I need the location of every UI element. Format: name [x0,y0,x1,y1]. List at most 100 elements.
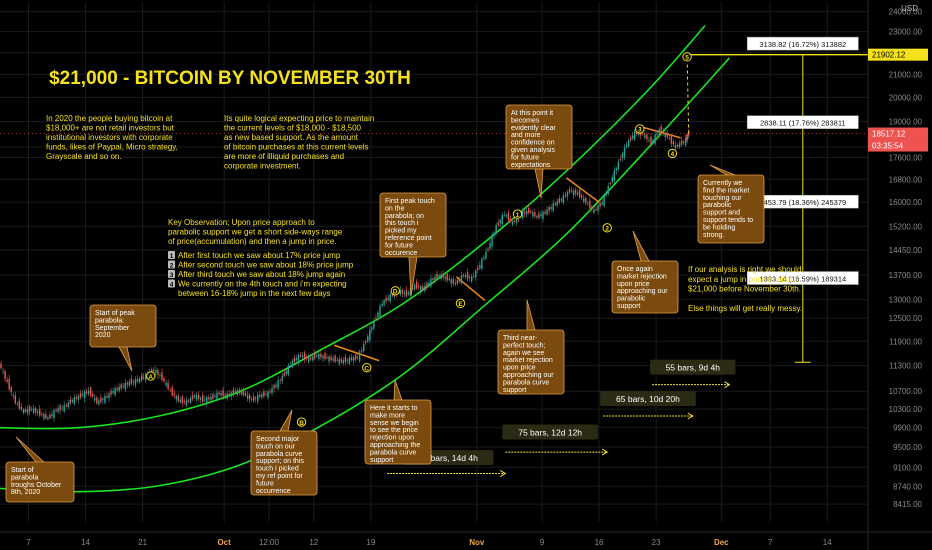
candle-body [629,137,632,141]
y-tick-label: 9900.00 [893,424,922,433]
measure-label: 1893.14 (16.59%) 189314 [759,275,846,284]
candle-body [220,393,222,396]
y-tick-label: 8415.00 [893,500,922,509]
candle-body [248,394,251,400]
annotation-text: for future [385,242,413,249]
y-tick-label: 21000.00 [889,70,923,79]
candle-body [556,201,558,206]
bar-range-label: 75 bars, 12d 12h [518,427,582,437]
annotation-text: evidently clear [511,125,556,132]
annotation-text: parabola curve [503,379,549,386]
candle-body [403,292,406,295]
candle-body [405,289,408,297]
price-axis[interactable]: 24000.0023000.0022000.0021000.0020000.00… [867,0,928,550]
annotation-pointer [15,436,45,463]
candle-body [30,409,33,410]
candle-body [43,414,45,419]
measure-label-bg[interactable] [746,115,859,129]
bar-range-label-bg [600,391,696,407]
candle-body [108,393,110,399]
candle-body [267,391,269,398]
annotation-text: my ref point for [256,473,303,480]
candle-body [289,365,292,367]
note-key-list-item: After first touch we saw about 17% price… [178,251,341,260]
candle-body [418,286,420,288]
x-tick-label: 14 [81,538,90,547]
x-tick-label: 16 [595,538,604,547]
candle-body [387,297,389,300]
y-tick-label: 11300.00 [889,362,922,371]
target-price-tag-bg[interactable] [868,48,928,61]
candle-body [668,138,671,139]
channel-upper-line [0,25,706,430]
candle-body [578,189,581,198]
y-tick-label: 9100.00 [893,463,922,472]
candle-body [462,275,465,277]
note-intro-right: as new based support. As the amount [224,133,359,142]
touch-point-label: A [148,374,153,381]
parabolic-channel [0,25,731,493]
candle-body [678,143,681,148]
annotation-text: becomes [511,117,540,124]
candle-body [432,278,434,280]
annotation-text: be holding [703,224,735,231]
y-tick-label: 23000.00 [889,28,923,37]
annotation-text: parabolic [703,202,732,209]
bar-range-label: 85 bars, 14d 4h [419,453,478,463]
candle-body [193,395,196,398]
candle-body [682,141,685,143]
currency-label[interactable]: USD [901,4,918,13]
touch-point-label: E [458,301,463,308]
candle-body [367,336,369,342]
candle-body [566,191,569,197]
annotation-text: Once again [617,266,653,273]
note-number-badge [168,260,175,269]
note-number: 4 [170,282,174,289]
annotation-text: 8th, 2020 [11,489,40,496]
candle-body [558,198,561,203]
last-price-tag-bg[interactable] [868,127,928,140]
candle-body [583,198,585,202]
measure-label-bg[interactable] [746,36,859,51]
candle-body [475,270,477,277]
candle-body [173,393,175,396]
candle-body [124,382,127,390]
touch-point-marker [682,52,692,62]
y-tick-label: 13000.00 [889,296,923,305]
bar-range-tools[interactable]: 85 bars, 14d 4h 75 bars, 12d 12h 65 bars, … [387,359,736,477]
target-price-tag[interactable]: 21902.12 [872,51,906,60]
annotation-text: 2020 [95,332,111,339]
last-price-tag[interactable]: 18517.12 [872,130,906,139]
bar-range-arrow [724,381,731,389]
candle-body [473,276,475,277]
candle-body [202,395,204,402]
candle-body [685,137,688,139]
note-intro-right: of bitcoin purchases at this current lev… [224,143,369,152]
candle-body [436,273,438,279]
touch-points: A B C D E 1 2 3 4 5 [146,52,692,427]
candle-body [589,200,591,209]
annotation-text: occurence [385,250,417,257]
candle-body [246,394,249,399]
candle-body [310,357,312,360]
countdown-tag-bg[interactable] [868,139,928,152]
countdown-tag[interactable]: 03:35:54 [872,142,904,151]
note-number: 2 [170,263,174,270]
candle-body [487,248,489,251]
touch-point-label: C [364,365,369,372]
candle-body [434,276,436,281]
annotation-text: Third near- [503,335,538,342]
note-intro-right: corporate investment. [224,162,301,171]
annotation-box [611,260,679,314]
candle-body [515,217,518,223]
measure-tool[interactable]: 3138.82 (16.72%) 313882 2838.11 (17.76%) … [746,36,859,363]
candle-body [16,403,19,405]
candle-body [20,406,23,410]
candle-body [499,220,501,224]
time-axis[interactable]: 7 14 21 Oct 12:00 12 19 Nov 9 16 23 Dec 7 14 [0,531,932,547]
candle-body [615,168,618,171]
measure-label-bg[interactable] [746,271,859,285]
candle-body [240,391,243,395]
x-tick-label: 12 [309,538,318,547]
